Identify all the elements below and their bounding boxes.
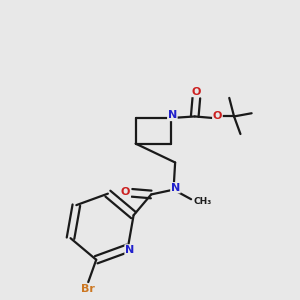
Text: CH₃: CH₃ [194,197,212,206]
Text: N: N [171,183,180,193]
Text: O: O [192,86,201,97]
Text: N: N [125,245,134,255]
Text: N: N [168,110,177,121]
Text: O: O [213,111,222,122]
Text: O: O [121,187,130,197]
Text: Br: Br [81,284,95,294]
